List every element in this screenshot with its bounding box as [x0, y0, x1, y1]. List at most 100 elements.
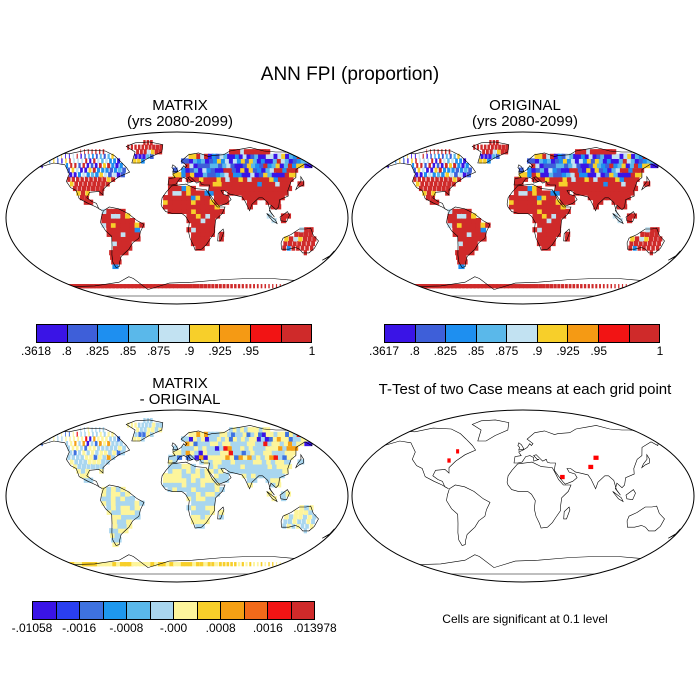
grid-cell: [426, 190, 432, 196]
grid-cell: [554, 181, 560, 187]
grid-cell: [541, 195, 547, 201]
grid-cell: [205, 213, 211, 219]
grid-cell: [216, 176, 223, 182]
coastline-sumatra: [266, 491, 278, 503]
grid-cell: [168, 176, 174, 182]
grid-cell: [245, 450, 253, 456]
grid-cell: [554, 185, 561, 192]
grid-cell: [115, 259, 122, 265]
grid-cell: [594, 167, 602, 173]
grid-cell: [189, 162, 195, 169]
grid-cell: [269, 167, 277, 173]
grid-cell: [471, 236, 478, 242]
grid-cell: [203, 459, 210, 465]
grid-cell: [221, 459, 228, 465]
grid-cell: [177, 199, 183, 205]
grid-cell: [269, 454, 276, 460]
grid-cell: [207, 562, 211, 567]
grid-cell: [185, 454, 191, 460]
grid-cell: [210, 496, 216, 502]
grid-cell: [150, 284, 156, 289]
grid-cell: [537, 213, 543, 219]
grid-cell: [632, 245, 637, 251]
grid-cell: [209, 199, 216, 205]
colorbar-tick-label: .8: [409, 344, 420, 358]
grid-cell: [546, 240, 552, 247]
grid-cell: [188, 284, 193, 289]
grid-cell: [77, 463, 82, 470]
grid-cell: [439, 176, 444, 182]
grid-cell: [98, 162, 102, 169]
grid-cell: [181, 486, 188, 493]
grid-cell: [300, 523, 305, 529]
grid-cell: [150, 149, 155, 155]
grid-cell: [560, 213, 567, 219]
grid-cell: [536, 236, 543, 242]
grid-cell: [249, 185, 256, 192]
grid-cell: [622, 158, 631, 164]
grid-cell: [618, 158, 627, 164]
grid-cell: [418, 185, 423, 192]
grid-cell: [584, 162, 592, 169]
grid-cell: [126, 518, 132, 525]
grid-cell: [265, 153, 274, 159]
grid-cell: [609, 172, 616, 178]
grid-cell: [191, 482, 197, 488]
colorbar-swatch: [103, 602, 127, 619]
grid-cell: [196, 153, 202, 159]
grid-cell: [181, 199, 187, 205]
grid-cell: [270, 459, 278, 465]
coastline-africa: [506, 461, 572, 529]
grid-cell: [125, 505, 131, 511]
coastline-sumatra: [612, 213, 624, 225]
grid-cell: [86, 440, 90, 447]
grid-cell: [49, 431, 51, 437]
coastline-eurasia: [167, 147, 324, 218]
grid-cell: [219, 167, 225, 173]
grid-cell: [84, 431, 86, 437]
grid-cell: [541, 231, 547, 237]
grid-cell: [254, 190, 261, 196]
grid-cell: [91, 463, 96, 470]
grid-cell: [621, 284, 624, 289]
grid-cell: [101, 445, 105, 451]
grid-cell: [214, 213, 221, 219]
grid-cell: [458, 284, 465, 289]
grid-cell: [430, 167, 434, 173]
grid-cell: [200, 473, 206, 479]
grid-cell: [444, 149, 447, 155]
grid-cell: [588, 153, 596, 159]
grid-cell: [88, 153, 90, 159]
grid-cell: [581, 167, 589, 173]
grid-cell: [195, 473, 201, 479]
grid-cell: [135, 562, 141, 567]
grid-cell: [466, 218, 472, 224]
grid-cell: [567, 181, 574, 187]
grid-cell: [61, 436, 63, 442]
grid-cell: [439, 158, 442, 164]
grid-cell: [264, 190, 271, 196]
grid-cell: [628, 167, 636, 173]
grid-cell: [120, 509, 127, 515]
grid-cell: [199, 459, 205, 465]
grid-cell: [148, 422, 152, 428]
grid-cell: [198, 450, 204, 456]
grid-cell: [95, 463, 100, 470]
grid-cell: [268, 284, 270, 289]
grid-cell: [200, 505, 206, 511]
grid-cell: [181, 482, 188, 488]
grid-cell: [461, 213, 467, 219]
grid-cell: [220, 176, 227, 182]
grid-cell: [180, 562, 185, 567]
grid-cell: [447, 218, 453, 224]
grid-cell: [558, 181, 565, 187]
grid-cell: [258, 153, 266, 159]
grid-cell: [163, 473, 169, 479]
colorbar-swatch: [33, 602, 57, 619]
grid-cell: [634, 236, 640, 242]
grid-cell: [222, 162, 229, 169]
grid-cell: [202, 167, 208, 173]
grid-cell: [435, 176, 439, 182]
grid-cell: [439, 284, 447, 289]
grid-cell: [613, 185, 620, 192]
